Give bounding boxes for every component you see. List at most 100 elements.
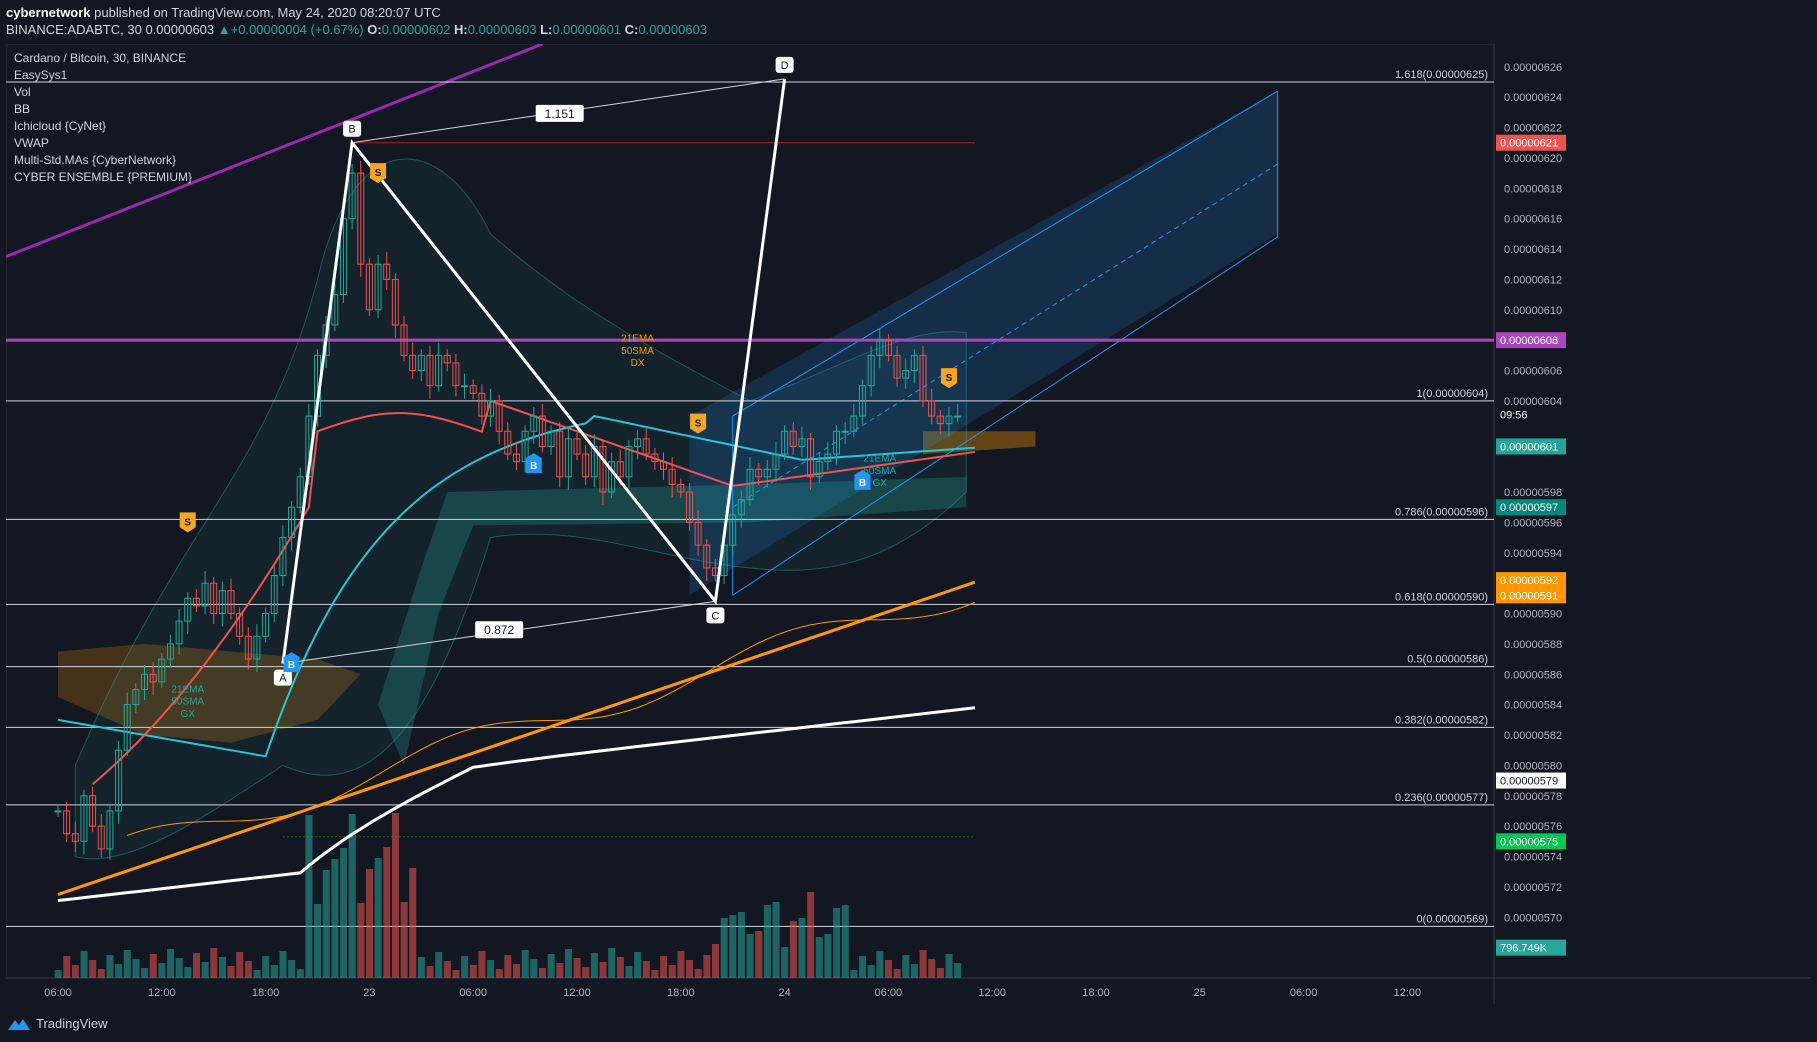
candle-body (158, 658, 166, 683)
price-axis-tick: 0.00000596 (1504, 517, 1562, 529)
candle-body (945, 415, 953, 425)
chart-area[interactable]: 1.618(0.00000625) 1(0.00000604) 0.786(0.00… (6, 44, 1811, 1004)
volume-bar (201, 962, 209, 978)
close-label: C: (624, 22, 639, 37)
buy-signal-letter: B (530, 461, 537, 472)
volume-bar (954, 963, 962, 978)
volume-bar (132, 959, 140, 978)
candle-body (54, 810, 62, 813)
volume-bar (573, 958, 581, 978)
indicator-label-vwap[interactable]: VWAP (14, 136, 49, 150)
volume-bar (253, 970, 261, 978)
volume-bar (513, 964, 521, 978)
abcd-point-label-b: B (348, 124, 355, 136)
volume-bar (106, 955, 114, 978)
open-value: 0.00000602 (381, 22, 451, 37)
candle-body (132, 688, 140, 706)
tradingview-logo[interactable]: TradingView (8, 1016, 108, 1031)
volume-bar (850, 970, 858, 978)
price-change: +0.00000004 (+0.67%) (230, 22, 364, 37)
candle-body (236, 613, 244, 637)
price-tag-label: 0.00000601 (1500, 441, 1558, 453)
candle-body (833, 430, 840, 455)
volume-bar (547, 954, 555, 978)
price-tag-box (1496, 772, 1566, 789)
price-tag-label: 0.00000579 (1500, 776, 1558, 788)
abcd-ratio-label: 1.151 (545, 107, 575, 121)
crossover-annotation: 50SMA (171, 697, 204, 708)
indicator-label-ichicloud[interactable]: Ichicloud {CyNet} (14, 119, 107, 133)
ichimoku-cloud-bullish (378, 476, 967, 766)
volume-bar (314, 904, 322, 978)
fib-level-label: 0.382(0.00000582) (1395, 714, 1488, 726)
volume-bar (443, 961, 451, 978)
indicator-label-easysys[interactable]: EasySys1 (14, 68, 68, 82)
candle-body (573, 438, 581, 455)
candle-body (538, 415, 546, 447)
volume-bar (80, 951, 88, 978)
candle-body (556, 430, 564, 478)
candle-body (729, 514, 737, 546)
candle-body (703, 544, 711, 569)
price-axis-tick: 0.00000588 (1504, 639, 1562, 651)
volume-bar (859, 956, 867, 978)
low-value: 0.00000601 (552, 22, 622, 37)
volume-bar (928, 959, 936, 978)
price-axis-tick: 0.00000622 (1504, 123, 1562, 135)
indicator-label-vol[interactable]: Vol (14, 85, 31, 99)
volume-bar (452, 970, 460, 978)
volume-bar (590, 953, 598, 978)
sell-signal-marker (940, 368, 957, 389)
high-label: H: (454, 22, 468, 37)
price-tag-label: 0.00000575 (1500, 836, 1558, 848)
volume-bar (703, 955, 711, 978)
price-axis-tick: 0.00000578 (1504, 791, 1562, 803)
ma-white-long (57, 706, 976, 902)
crossover-annotation: GX (181, 709, 196, 720)
indicator-label-cyber-ensemble[interactable]: CYBER ENSEMBLE {PREMIUM} (14, 170, 193, 184)
candle-body (478, 392, 486, 417)
candle-body (331, 294, 339, 326)
volume-bar (919, 950, 927, 978)
time-axis-tick: 06:00 (1290, 987, 1318, 999)
candle-body (210, 582, 218, 615)
sell-signal-marker (179, 512, 196, 533)
volume-bar (564, 949, 572, 978)
candle-body (166, 643, 174, 660)
volume-bar (902, 955, 910, 978)
chart-canvas[interactable]: 1.618(0.00000625) 1(0.00000604) 0.786(0.00… (6, 44, 1811, 1004)
volume-bar (469, 965, 477, 978)
volume-bar (608, 948, 616, 978)
price-tag-box (1496, 134, 1566, 151)
price-axis-tick: 0.00000582 (1504, 730, 1562, 742)
candle-body (677, 483, 685, 493)
volume-bar (746, 934, 754, 978)
time-axis-tick: 18:00 (252, 987, 280, 999)
candle-body (798, 438, 806, 447)
volume-bar (357, 903, 365, 978)
time-axis-tick: 25 (1194, 987, 1206, 999)
candle-body (80, 795, 88, 842)
fib-level-label: 0(0.00000569) (1416, 913, 1488, 925)
indicator-label-bb[interactable]: BB (14, 102, 31, 116)
fib-level-label: 0.236(0.00000577) (1395, 792, 1488, 804)
candle-body (928, 400, 936, 417)
price-tag-box (1496, 939, 1566, 956)
indicator-label-multi-std-mas[interactable]: Multi-Std.MAs {CyberNetwork} (14, 153, 177, 167)
volume-bar (504, 955, 512, 978)
volume-bar (348, 814, 356, 978)
buy-signal-marker (854, 469, 871, 490)
ohlc-info: BINANCE:ADABTC, 30 0.00000603 ▲+0.000000… (6, 22, 707, 37)
publisher-name[interactable]: cybernetwork (6, 5, 91, 20)
candle-body (348, 172, 356, 220)
price-axis-tick: 0.00000604 (1504, 396, 1562, 408)
candle-body (218, 590, 226, 615)
volume-bar (841, 905, 849, 978)
volume-bar (236, 952, 244, 978)
time-axis-tick: 06:00 (44, 987, 72, 999)
bollinger-band (74, 158, 967, 860)
abcd-point-badge (343, 120, 362, 137)
crossover-annotation: 21EMA (621, 334, 654, 345)
volume-bar (270, 965, 278, 978)
candle-body (919, 354, 927, 402)
